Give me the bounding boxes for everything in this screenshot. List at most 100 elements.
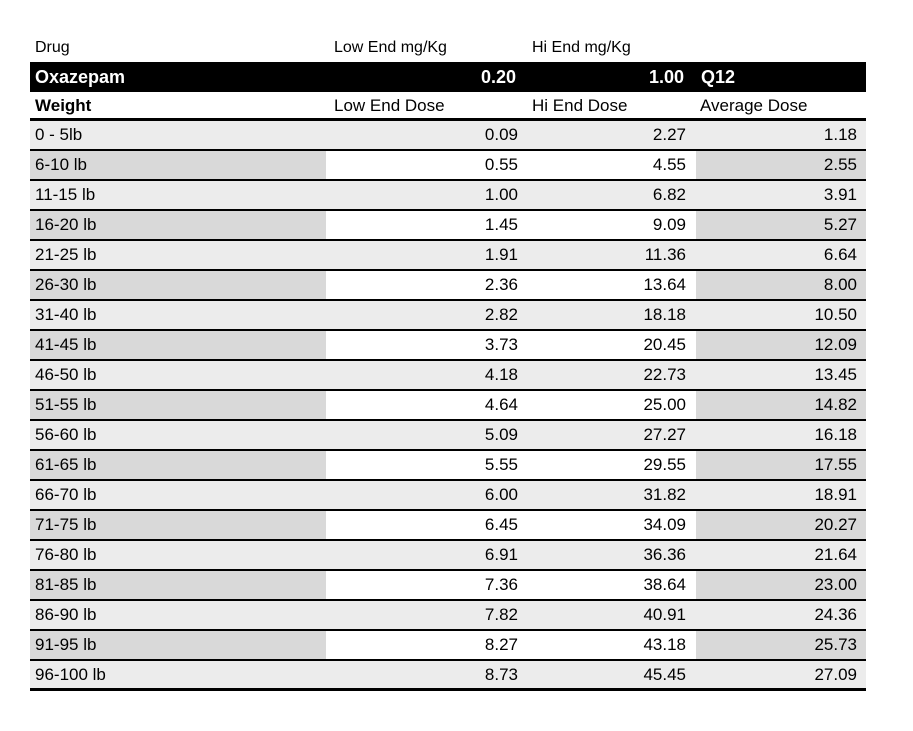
average-dose-cell: 10.50 — [696, 301, 866, 329]
mgkg-header-spacer — [696, 35, 866, 62]
weight-cell: 56-60 lb — [30, 421, 326, 449]
dose-row: 0 - 5lb 0.09 2.27 1.18 — [30, 121, 866, 151]
drug-frequency: Q12 — [701, 67, 736, 87]
average-dose-cell: 12.09 — [696, 331, 866, 359]
average-dose-cell: 16.18 — [696, 421, 866, 449]
weight-cell: 11-15 lb — [30, 181, 326, 209]
low-end-dose-cell: 7.82 — [326, 601, 528, 629]
weight-cell: 76-80 lb — [30, 541, 326, 569]
hi-end-dose-cell: 40.91 — [528, 601, 696, 629]
dose-row: 31-40 lb 2.82 18.18 10.50 — [30, 301, 866, 331]
hi-end-dose-cell: 13.64 — [528, 271, 696, 299]
low-end-dose-cell: 6.00 — [326, 481, 528, 509]
weight-cell: 86-90 lb — [30, 601, 326, 629]
low-end-dose-cell: 5.55 — [326, 451, 528, 479]
average-dose-cell: 27.09 — [696, 661, 866, 688]
weight-cell: 21-25 lb — [30, 241, 326, 269]
hi-end-dose-cell: 22.73 — [528, 361, 696, 389]
average-dose-cell: 5.27 — [696, 211, 866, 239]
hi-end-dose-cell: 20.45 — [528, 331, 696, 359]
average-dose-cell: 24.36 — [696, 601, 866, 629]
hi-end-dose-cell: 45.45 — [528, 661, 696, 688]
weight-cell: 81-85 lb — [30, 571, 326, 599]
dosing-table: Drug Low End mg/Kg Hi End mg/Kg Oxazepam… — [30, 35, 866, 691]
dose-row: 6-10 lb 0.55 4.55 2.55 — [30, 151, 866, 181]
dose-row: 46-50 lb 4.18 22.73 13.45 — [30, 361, 866, 391]
low-end-dose-cell: 3.73 — [326, 331, 528, 359]
drug-column-header: Drug — [35, 39, 70, 56]
weight-cell: 46-50 lb — [30, 361, 326, 389]
weight-cell: 96-100 lb — [30, 661, 326, 688]
hi-end-dose-cell: 34.09 — [528, 511, 696, 539]
dose-row: 91-95 lb 8.27 43.18 25.73 — [30, 631, 866, 661]
average-dose-cell: 3.91 — [696, 181, 866, 209]
average-dose-cell: 13.45 — [696, 361, 866, 389]
average-dose-cell: 25.73 — [696, 631, 866, 659]
weight-cell: 91-95 lb — [30, 631, 326, 659]
low-end-dose-header: Low End Dose — [334, 96, 445, 115]
hi-end-dose-cell: 38.64 — [528, 571, 696, 599]
low-end-dose-cell: 4.64 — [326, 391, 528, 419]
weight-cell: 71-75 lb — [30, 511, 326, 539]
weight-column-header: Weight — [35, 96, 92, 115]
hi-end-dose-cell: 6.82 — [528, 181, 696, 209]
weight-cell: 26-30 lb — [30, 271, 326, 299]
drug-hi-end-mgkg: 1.00 — [648, 67, 684, 87]
drug-band-row: Oxazepam 0.20 1.00 Q12 — [30, 62, 866, 92]
hi-end-dose-cell: 11.36 — [528, 241, 696, 269]
low-end-dose-cell: 1.91 — [326, 241, 528, 269]
dose-row: 11-15 lb 1.00 6.82 3.91 — [30, 181, 866, 211]
hi-end-dose-cell: 36.36 — [528, 541, 696, 569]
low-end-dose-cell: 2.82 — [326, 301, 528, 329]
average-dose-cell: 2.55 — [696, 151, 866, 179]
dose-row: 71-75 lb 6.45 34.09 20.27 — [30, 511, 866, 541]
weight-cell: 66-70 lb — [30, 481, 326, 509]
low-end-dose-cell: 7.36 — [326, 571, 528, 599]
low-end-dose-cell: 1.00 — [326, 181, 528, 209]
low-end-dose-cell: 1.45 — [326, 211, 528, 239]
weight-cell: 31-40 lb — [30, 301, 326, 329]
low-end-dose-cell: 8.73 — [326, 661, 528, 688]
weight-cell: 6-10 lb — [30, 151, 326, 179]
low-end-dose-cell: 0.55 — [326, 151, 528, 179]
low-end-dose-cell: 2.36 — [326, 271, 528, 299]
average-dose-cell: 6.64 — [696, 241, 866, 269]
hi-end-dose-cell: 25.00 — [528, 391, 696, 419]
dose-row: 96-100 lb 8.73 45.45 27.09 — [30, 661, 866, 691]
dose-header-row: Weight Low End Dose Hi End Dose Average … — [30, 92, 866, 121]
weight-cell: 16-20 lb — [30, 211, 326, 239]
hi-end-dose-header: Hi End Dose — [532, 96, 628, 115]
hi-end-dose-cell: 43.18 — [528, 631, 696, 659]
dose-row: 41-45 lb 3.73 20.45 12.09 — [30, 331, 866, 361]
low-end-dose-cell: 6.45 — [326, 511, 528, 539]
weight-cell: 51-55 lb — [30, 391, 326, 419]
average-dose-cell: 21.64 — [696, 541, 866, 569]
hi-end-dose-cell: 18.18 — [528, 301, 696, 329]
dose-row: 81-85 lb 7.36 38.64 23.00 — [30, 571, 866, 601]
hi-end-dose-cell: 9.09 — [528, 211, 696, 239]
average-dose-cell: 8.00 — [696, 271, 866, 299]
dose-row: 76-80 lb 6.91 36.36 21.64 — [30, 541, 866, 571]
dose-row: 66-70 lb 6.00 31.82 18.91 — [30, 481, 866, 511]
average-dose-cell: 18.91 — [696, 481, 866, 509]
hi-end-dose-cell: 31.82 — [528, 481, 696, 509]
average-dose-cell: 17.55 — [696, 451, 866, 479]
hi-end-dose-cell: 27.27 — [528, 421, 696, 449]
dose-row: 56-60 lb 5.09 27.27 16.18 — [30, 421, 866, 451]
dose-row: 26-30 lb 2.36 13.64 8.00 — [30, 271, 866, 301]
average-dose-cell: 1.18 — [696, 121, 866, 149]
hi-end-mgkg-header: Hi End mg/Kg — [532, 39, 631, 56]
dose-rows-container: 0 - 5lb 0.09 2.27 1.18 6-10 lb 0.55 4.55 2.55 11… — [30, 121, 866, 691]
dose-row: 61-65 lb 5.55 29.55 17.55 — [30, 451, 866, 481]
average-dose-cell: 23.00 — [696, 571, 866, 599]
mgkg-header-row: Drug Low End mg/Kg Hi End mg/Kg — [30, 35, 866, 62]
low-end-dose-cell: 8.27 — [326, 631, 528, 659]
hi-end-dose-cell: 4.55 — [528, 151, 696, 179]
dose-row: 16-20 lb 1.45 9.09 5.27 — [30, 211, 866, 241]
low-end-dose-cell: 0.09 — [326, 121, 528, 149]
low-end-dose-cell: 4.18 — [326, 361, 528, 389]
average-dose-cell: 14.82 — [696, 391, 866, 419]
dose-row: 21-25 lb 1.91 11.36 6.64 — [30, 241, 866, 271]
drug-name: Oxazepam — [35, 67, 126, 87]
low-end-dose-cell: 6.91 — [326, 541, 528, 569]
